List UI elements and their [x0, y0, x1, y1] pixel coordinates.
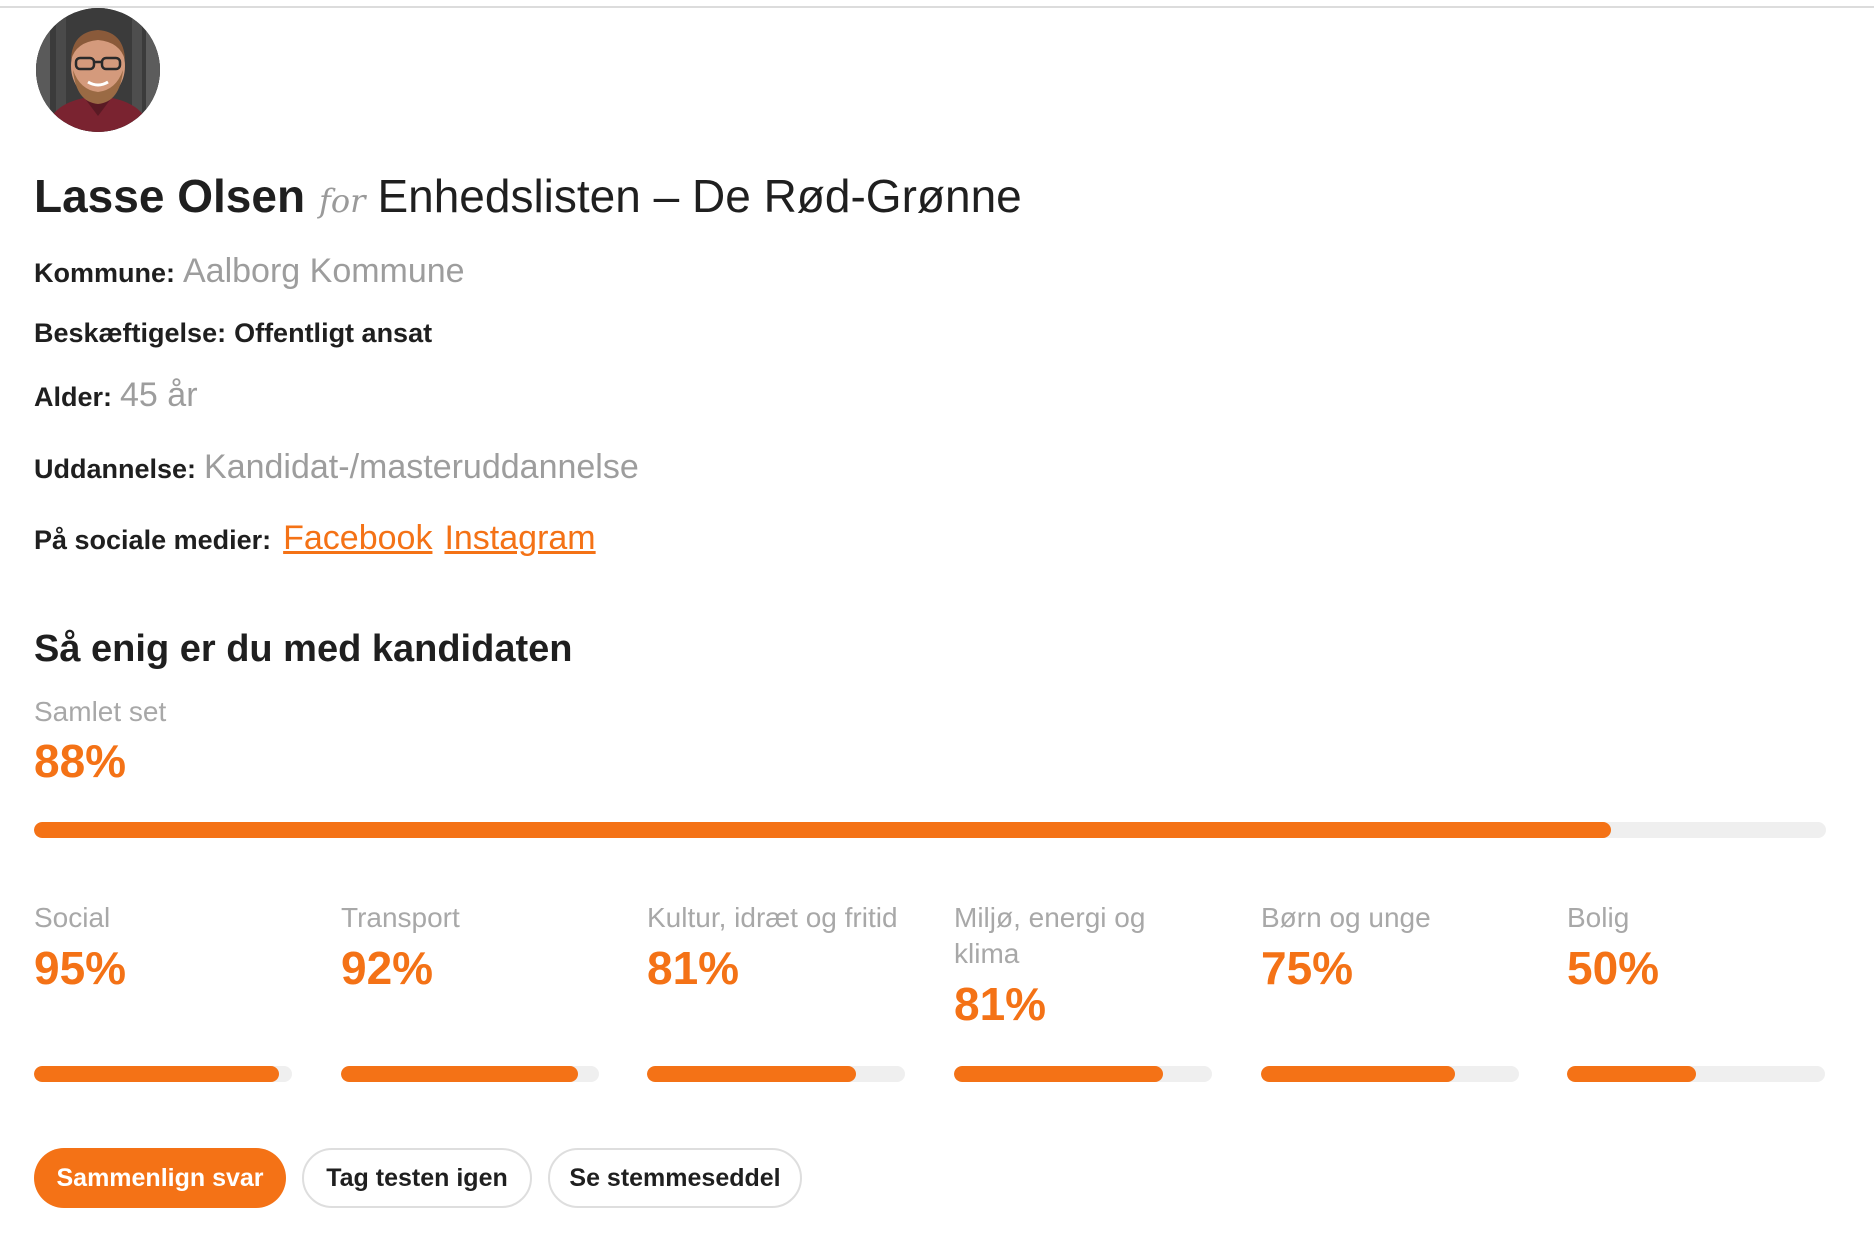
see-ballot-button[interactable]: Se stemmeseddel: [548, 1148, 802, 1208]
uddannelse-value: Kandidat-/masteruddannelse: [204, 448, 639, 486]
overall-progress-bar: [34, 822, 1826, 838]
category-value: 81%: [647, 942, 740, 994]
uddannelse-label: Uddannelse:: [34, 454, 197, 484]
retake-test-button[interactable]: Tag testen igen: [302, 1148, 532, 1208]
category-progress-bar: [1567, 1066, 1825, 1082]
category-label: Miljø, energi og klima: [954, 902, 1146, 969]
category-value: 50%: [1567, 942, 1660, 994]
alder-value: 45 år: [120, 376, 198, 414]
category-label: Kultur, idræt og fritid: [647, 902, 898, 933]
overall-value: 88%: [34, 735, 127, 787]
alder-label: Alder:: [34, 382, 113, 412]
category-progress-fill: [1261, 1066, 1455, 1082]
overall-progress-fill: [34, 822, 1611, 838]
overall-label: Samlet set: [34, 696, 167, 727]
category-progress-bar: [341, 1066, 599, 1082]
facebook-link[interactable]: Facebook: [283, 519, 433, 557]
kommune-label: Kommune:: [34, 258, 175, 288]
info-uddannelse: Uddannelse: Kandidat-/masteruddannelse: [34, 448, 639, 487]
category-value: 81%: [954, 978, 1047, 1030]
info-kommune: Kommune: Aalborg Kommune: [34, 252, 465, 291]
category-progress-fill: [1567, 1066, 1696, 1082]
candidate-heading: Lasse Olsen for Enhedslisten – De Rød-Grøn…: [34, 164, 1022, 240]
category-progress-fill: [34, 1066, 280, 1082]
category-bolig: Bolig 50%: [1567, 900, 1827, 1084]
category-born-og-unge: Børn og unge 75%: [1261, 900, 1521, 1084]
category-transport: Transport 92%: [341, 900, 601, 1084]
info-social: På sociale medier: Facebook Instagram: [34, 519, 596, 558]
category-progress-bar: [954, 1066, 1212, 1082]
category-progress-fill: [341, 1066, 579, 1082]
candidate-party: Enhedslisten – De Rød-Grønne: [377, 170, 1022, 222]
category-label: Børn og unge: [1261, 902, 1431, 933]
category-label: Social: [34, 902, 111, 933]
for-word: for: [319, 182, 366, 220]
avatar-portrait-icon: [36, 8, 160, 132]
top-divider: [0, 6, 1874, 8]
candidate-name: Lasse Olsen: [34, 170, 306, 222]
kommune-value: Aalborg Kommune: [183, 252, 465, 290]
agreement-title: Så enig er du med kandidaten: [34, 628, 573, 670]
beskaeftigelse-value: Offentligt ansat: [234, 318, 433, 348]
category-label: Bolig: [1567, 902, 1630, 933]
instagram-link[interactable]: Instagram: [444, 519, 596, 557]
category-label: Transport: [341, 902, 460, 933]
category-value: 75%: [1261, 942, 1354, 994]
category-progress-fill: [647, 1066, 856, 1082]
category-progress-bar: [647, 1066, 905, 1082]
info-alder: Alder: 45 år: [34, 376, 198, 415]
category-progress-bar: [1261, 1066, 1519, 1082]
category-miljo: Miljø, energi og klima 81%: [954, 900, 1214, 1084]
social-label: På sociale medier:: [34, 525, 272, 555]
candidate-avatar: [36, 8, 160, 132]
category-progress-fill: [954, 1066, 1163, 1082]
category-social: Social 95%: [34, 900, 294, 1084]
category-value: 95%: [34, 942, 127, 994]
info-beskaeftigelse: Beskæftigelse: Offentligt ansat: [34, 318, 432, 349]
category-progress-bar: [34, 1066, 292, 1082]
category-kultur: Kultur, idræt og fritid 81%: [647, 900, 907, 1084]
beskaeftigelse-label: Beskæftigelse:: [34, 318, 227, 348]
category-value: 92%: [341, 942, 434, 994]
compare-answers-button[interactable]: Sammenlign svar: [34, 1148, 286, 1208]
